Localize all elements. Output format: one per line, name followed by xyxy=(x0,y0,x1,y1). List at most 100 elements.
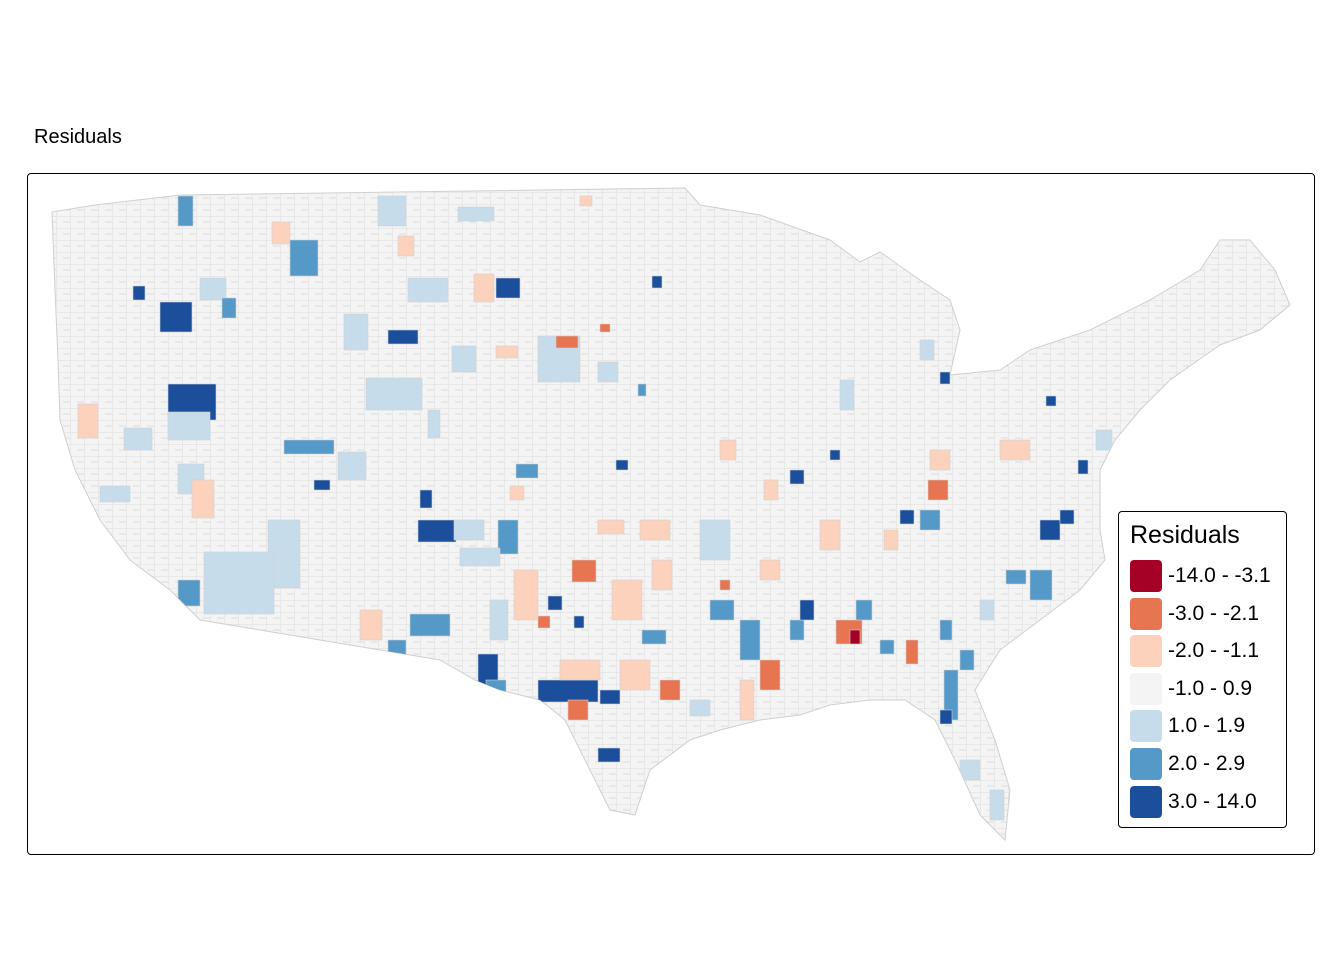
county-fill xyxy=(177,195,194,227)
county-fill xyxy=(99,485,131,503)
county-fill xyxy=(959,759,981,781)
county-fill xyxy=(387,639,407,671)
county-fill xyxy=(599,323,611,333)
county-fill xyxy=(537,679,599,703)
county-fill xyxy=(789,619,805,641)
legend-swatch xyxy=(1130,672,1162,705)
county-fills xyxy=(77,195,1125,821)
county-fill xyxy=(759,659,781,691)
county-fill xyxy=(637,383,647,397)
county-fill xyxy=(397,235,415,257)
county-fill xyxy=(799,599,815,621)
county-fill xyxy=(343,313,369,351)
county-fill xyxy=(739,679,755,721)
county-fill xyxy=(132,285,146,301)
legend: Residuals -14.0 - -3.1 -3.0 - -2.1 -2.0 - … xyxy=(1118,511,1287,828)
county-fill xyxy=(763,479,779,501)
county-fill xyxy=(699,519,731,561)
county-fill xyxy=(313,479,331,491)
county-fill xyxy=(905,639,919,665)
county-fill xyxy=(619,659,651,691)
county-fill xyxy=(509,485,525,501)
county-fill xyxy=(77,403,99,439)
county-fill xyxy=(855,599,873,621)
county-fill xyxy=(453,519,485,541)
county-fill xyxy=(839,379,855,411)
county-fill xyxy=(571,559,597,583)
county-fill xyxy=(409,613,451,637)
county-fill xyxy=(1059,509,1075,525)
county-fill xyxy=(513,569,539,621)
county-fill xyxy=(191,479,215,519)
legend-item: -1.0 - 0.9 xyxy=(1130,672,1252,705)
county-fill xyxy=(365,377,423,411)
county-fill xyxy=(271,221,291,245)
county-fill xyxy=(899,509,915,525)
county-fill xyxy=(759,559,781,581)
county-fill xyxy=(1045,395,1057,407)
county-fill xyxy=(537,615,551,629)
county-fill xyxy=(485,679,507,697)
county-fill xyxy=(407,277,449,303)
county-fill xyxy=(659,679,681,701)
county-fill xyxy=(819,519,841,551)
legend-title: Residuals xyxy=(1130,521,1240,549)
county-fill xyxy=(419,489,433,509)
legend-swatch xyxy=(1130,597,1162,630)
county-fill xyxy=(547,595,563,611)
county-fill xyxy=(359,609,383,641)
county-fill xyxy=(939,709,953,725)
county-fill xyxy=(567,699,589,721)
county-fill xyxy=(203,551,275,615)
county-fill xyxy=(599,689,621,705)
county-fill xyxy=(999,439,1031,461)
legend-swatch xyxy=(1130,748,1162,780)
county-fill xyxy=(979,599,995,621)
county-fill xyxy=(919,509,941,531)
county-fill xyxy=(459,547,501,567)
legend-item: 3.0 - 14.0 xyxy=(1130,785,1257,818)
county-fill xyxy=(719,579,731,591)
county-fill xyxy=(639,519,671,541)
county-fill xyxy=(939,619,953,641)
county-fill xyxy=(709,599,735,621)
county-fill xyxy=(387,329,419,345)
legend-label: -3.0 - -2.1 xyxy=(1168,601,1260,625)
county-borders xyxy=(52,188,1290,840)
county-fill xyxy=(177,579,201,607)
county-fill xyxy=(457,206,495,222)
legend-swatch xyxy=(1130,785,1162,818)
county-fill xyxy=(289,239,319,277)
county-fill xyxy=(123,427,153,451)
county-fill xyxy=(719,439,737,461)
county-fill xyxy=(451,345,477,373)
county-fill xyxy=(495,345,519,359)
county-fill xyxy=(615,459,629,471)
county-fill xyxy=(597,747,621,763)
county-fill xyxy=(377,195,407,227)
county-fill xyxy=(495,277,521,299)
county-fill xyxy=(927,479,949,501)
legend-label: -14.0 - -3.1 xyxy=(1168,564,1271,587)
county-fill xyxy=(555,335,579,349)
county-fill xyxy=(939,371,951,385)
legend-swatch xyxy=(1130,710,1162,743)
county-fill xyxy=(641,629,667,645)
legend-swatch xyxy=(1130,560,1162,592)
county-fill xyxy=(159,301,193,333)
county-fill xyxy=(1029,569,1053,601)
county-fill xyxy=(829,449,841,461)
county-fill xyxy=(651,275,663,289)
county-fill xyxy=(1095,429,1113,451)
legend-swatch xyxy=(1130,635,1162,668)
county-fill xyxy=(651,559,673,591)
county-fill xyxy=(919,339,935,361)
county-fill xyxy=(849,629,861,645)
county-fill xyxy=(417,519,457,543)
map-frame xyxy=(27,173,1315,855)
county-fill xyxy=(559,659,601,681)
legend-label: 2.0 - 2.9 xyxy=(1168,752,1246,775)
county-fill xyxy=(573,615,585,629)
legend-item: -14.0 - -3.1 xyxy=(1130,560,1271,592)
county-fill xyxy=(929,449,951,471)
